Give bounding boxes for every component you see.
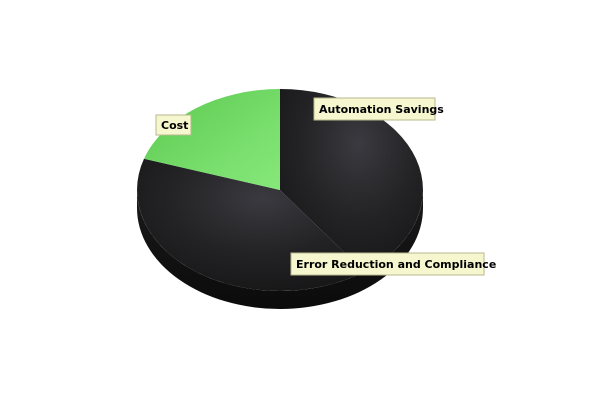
slice-label: Cost: [161, 119, 188, 132]
slice-label-box: [155, 114, 192, 136]
pie-slice-cost: [143, 89, 280, 190]
pie-slice-automation-savings: [280, 89, 423, 272]
slice-label-box: [313, 97, 436, 121]
label-layer: Automation Savings Error Reduction and Co…: [155, 97, 496, 276]
slice-label-box: [290, 252, 485, 276]
slice-label: Error Reduction and Compliance: [296, 258, 496, 271]
slice-label: Automation Savings: [319, 103, 444, 116]
pie-side-wall: [137, 190, 423, 309]
